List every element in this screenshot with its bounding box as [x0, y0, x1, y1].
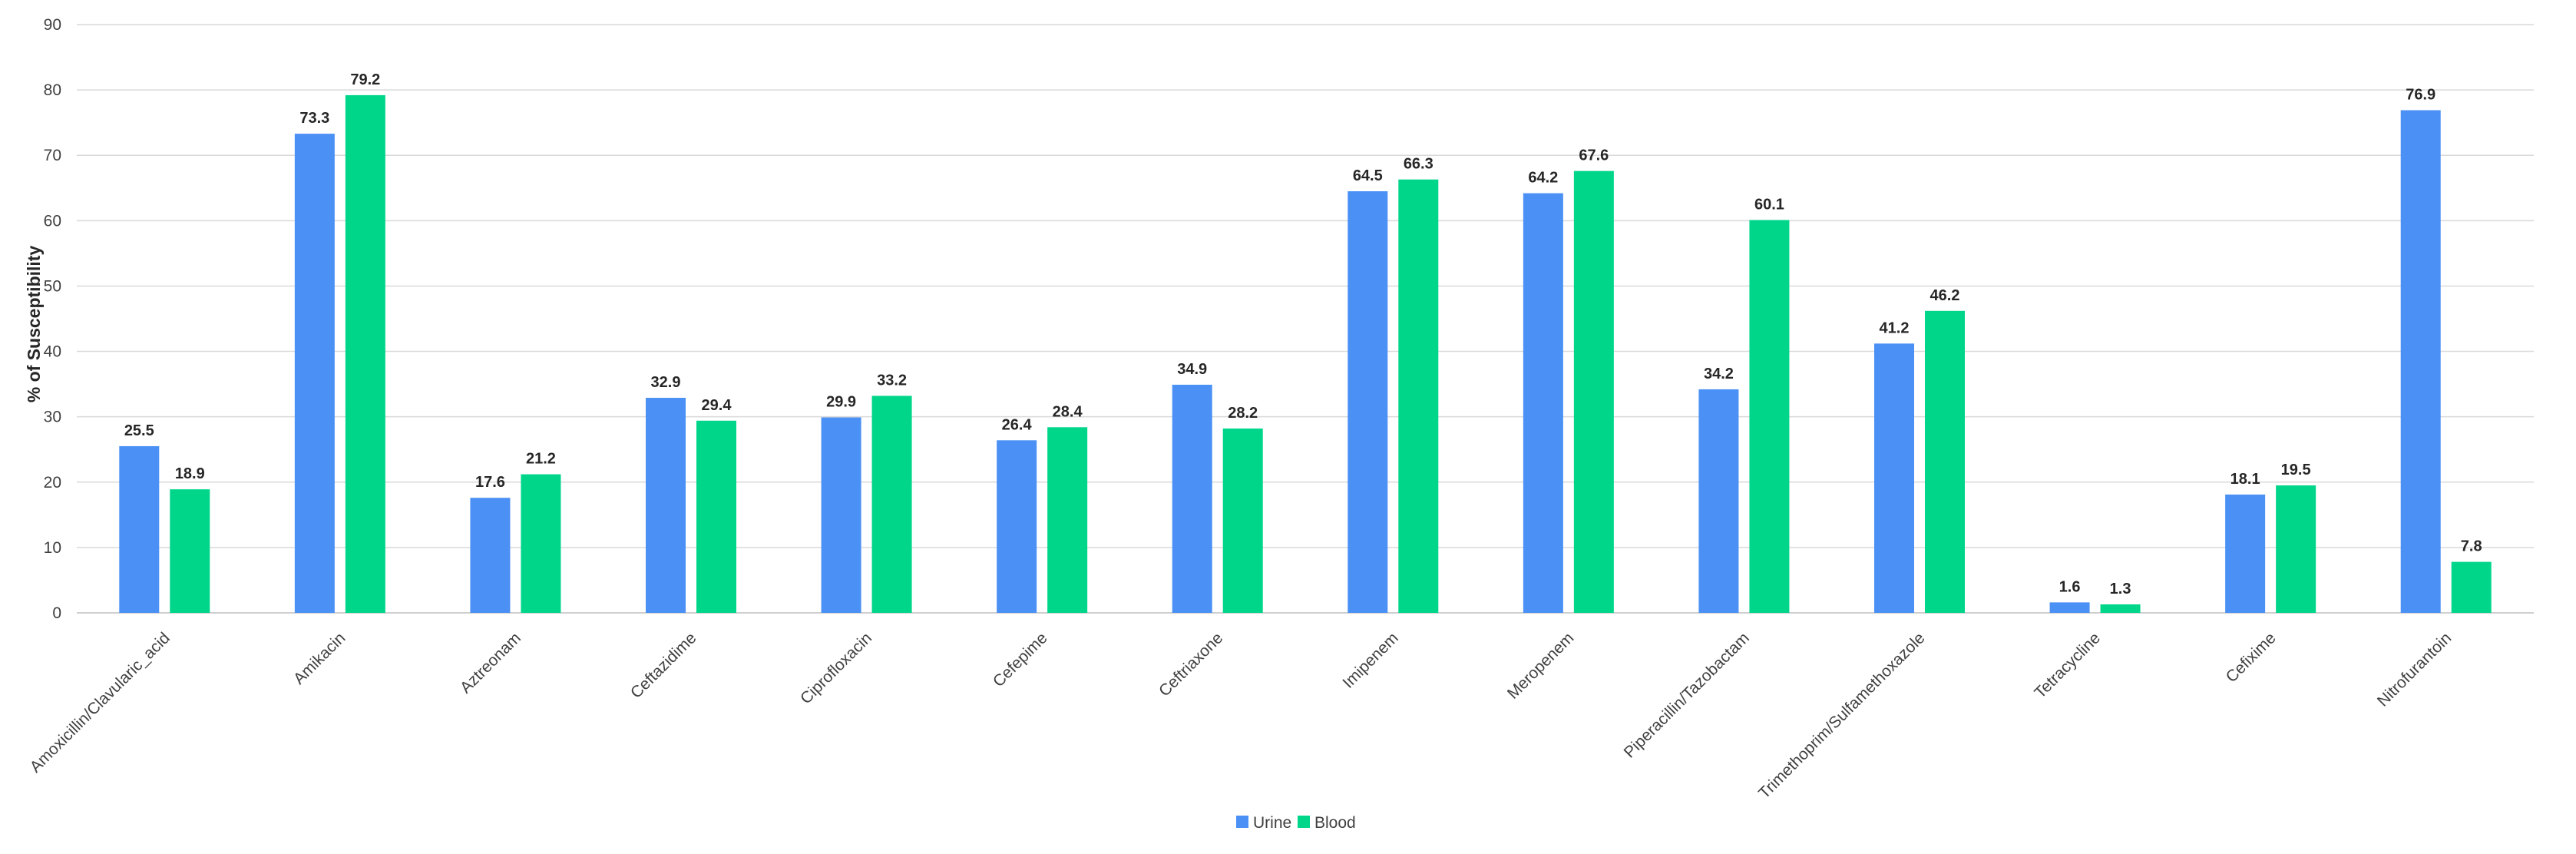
- bar-blood: [1925, 310, 1965, 613]
- data-label: 29.9: [826, 394, 856, 411]
- data-label: 64.5: [1353, 167, 1383, 184]
- x-category-label: Ceftriaxone: [1156, 629, 1226, 700]
- data-label: 7.8: [2461, 538, 2482, 555]
- x-category-label: Tetracycline: [2031, 629, 2104, 702]
- bar-blood: [1749, 220, 1790, 613]
- bar-urine: [294, 134, 335, 613]
- data-label: 28.2: [1228, 405, 1258, 422]
- x-category-label: Cefixime: [2223, 629, 2280, 686]
- data-label: 60.1: [1754, 196, 1784, 213]
- x-category-label: Ciprofloxacin: [797, 629, 875, 707]
- bar-urine: [1523, 193, 1563, 613]
- data-label: 41.2: [1880, 319, 1910, 336]
- x-category-label: Trimethoprim/Sulfamethoxazole: [1755, 629, 1928, 802]
- bar-blood: [170, 489, 210, 613]
- bar-urine: [2225, 494, 2266, 613]
- bar-blood: [2100, 604, 2141, 613]
- bar-blood: [2276, 485, 2316, 613]
- bar-blood: [1222, 428, 1263, 613]
- data-label: 21.2: [526, 451, 556, 468]
- bar-urine: [470, 498, 511, 613]
- data-labels: 25.5 18.9 73.3 79.2 17.6 21.2 32.9 29.4 29.9 33.2…: [124, 71, 2482, 597]
- bar-blood: [871, 396, 912, 613]
- x-category-label: Piperacillin/Tazobactam: [1621, 629, 1753, 761]
- x-category-label: Amikacin: [290, 629, 349, 688]
- data-label: 28.4: [1053, 403, 1083, 420]
- data-label: 29.4: [702, 397, 732, 414]
- data-label: 1.6: [2059, 578, 2081, 595]
- data-label: 19.5: [2281, 462, 2311, 478]
- x-category-label: Amoxicillin/Clavularic_acid: [27, 629, 174, 776]
- gridlines: [77, 24, 2534, 614]
- bar-urine: [1874, 343, 1914, 613]
- bar-urine: [2049, 602, 2090, 613]
- y-tick-label: 10: [44, 539, 61, 557]
- bar-urine: [821, 417, 861, 613]
- data-label: 25.5: [124, 422, 154, 439]
- data-label: 73.3: [299, 110, 329, 127]
- y-tick-label: 70: [44, 147, 61, 164]
- bar-blood: [1398, 179, 1439, 614]
- bar-blood: [1047, 427, 1088, 613]
- y-tick-label: 30: [44, 409, 61, 426]
- x-category-label: Nitrofurantoin: [2374, 629, 2455, 710]
- data-label: 64.2: [1528, 170, 1558, 187]
- x-category-label: Meropenem: [1504, 629, 1578, 703]
- data-label: 46.2: [1930, 287, 1960, 304]
- y-tick-label: 90: [44, 16, 61, 34]
- x-category-label: Imipenem: [1339, 629, 1401, 691]
- legend-swatch-urine: [1236, 816, 1248, 828]
- data-label: 76.9: [2406, 86, 2435, 103]
- data-label: 34.2: [1704, 366, 1734, 382]
- bar-blood: [2451, 561, 2492, 613]
- bar-blood: [1573, 170, 1614, 613]
- data-label: 66.3: [1404, 156, 1433, 173]
- data-label: 33.2: [877, 372, 907, 389]
- data-label: 1.3: [2110, 581, 2131, 597]
- bar-urine: [646, 397, 686, 613]
- bars: [119, 94, 2492, 614]
- y-tick-label: 80: [44, 81, 61, 99]
- y-tick-label: 40: [44, 343, 61, 361]
- bar-blood: [345, 94, 385, 614]
- bar-urine: [1348, 191, 1388, 614]
- data-label: 18.1: [2230, 471, 2260, 488]
- data-label: 17.6: [475, 474, 505, 491]
- data-label: 26.4: [1002, 416, 1033, 433]
- bar-urine: [119, 445, 160, 613]
- y-axis-ticks: 0 10 20 30 40 50 60 70 80 90: [44, 16, 61, 622]
- bar-urine: [997, 440, 1037, 613]
- bar-urine: [1172, 384, 1212, 613]
- data-label: 67.6: [1579, 147, 1609, 164]
- data-label: 34.9: [1177, 361, 1207, 378]
- legend-label-blood: Blood: [1314, 814, 1356, 832]
- bar-urine: [1698, 389, 1739, 613]
- x-category-label: Ceftazidime: [627, 629, 700, 702]
- data-label: 18.9: [175, 465, 205, 482]
- data-label: 32.9: [651, 374, 681, 391]
- legend-label-urine: Urine: [1253, 814, 1291, 832]
- legend: Urine Blood: [1236, 814, 1356, 832]
- y-tick-label: 60: [44, 212, 61, 230]
- bar-blood: [696, 420, 736, 613]
- data-label: 79.2: [350, 71, 380, 88]
- y-tick-label: 20: [44, 474, 61, 492]
- bar-blood: [521, 474, 561, 613]
- x-category-label: Cefepime: [990, 629, 1051, 690]
- legend-swatch-blood: [1298, 816, 1310, 828]
- y-tick-label: 50: [44, 277, 61, 295]
- y-axis-title: % of Susceptibility: [24, 246, 44, 403]
- x-axis-categories: Amoxicillin/Clavularic_acid Amikacin Aztre…: [27, 629, 2455, 802]
- y-tick-label: 0: [52, 604, 61, 622]
- x-category-label: Aztreonam: [457, 629, 524, 697]
- bar-urine: [2400, 110, 2441, 614]
